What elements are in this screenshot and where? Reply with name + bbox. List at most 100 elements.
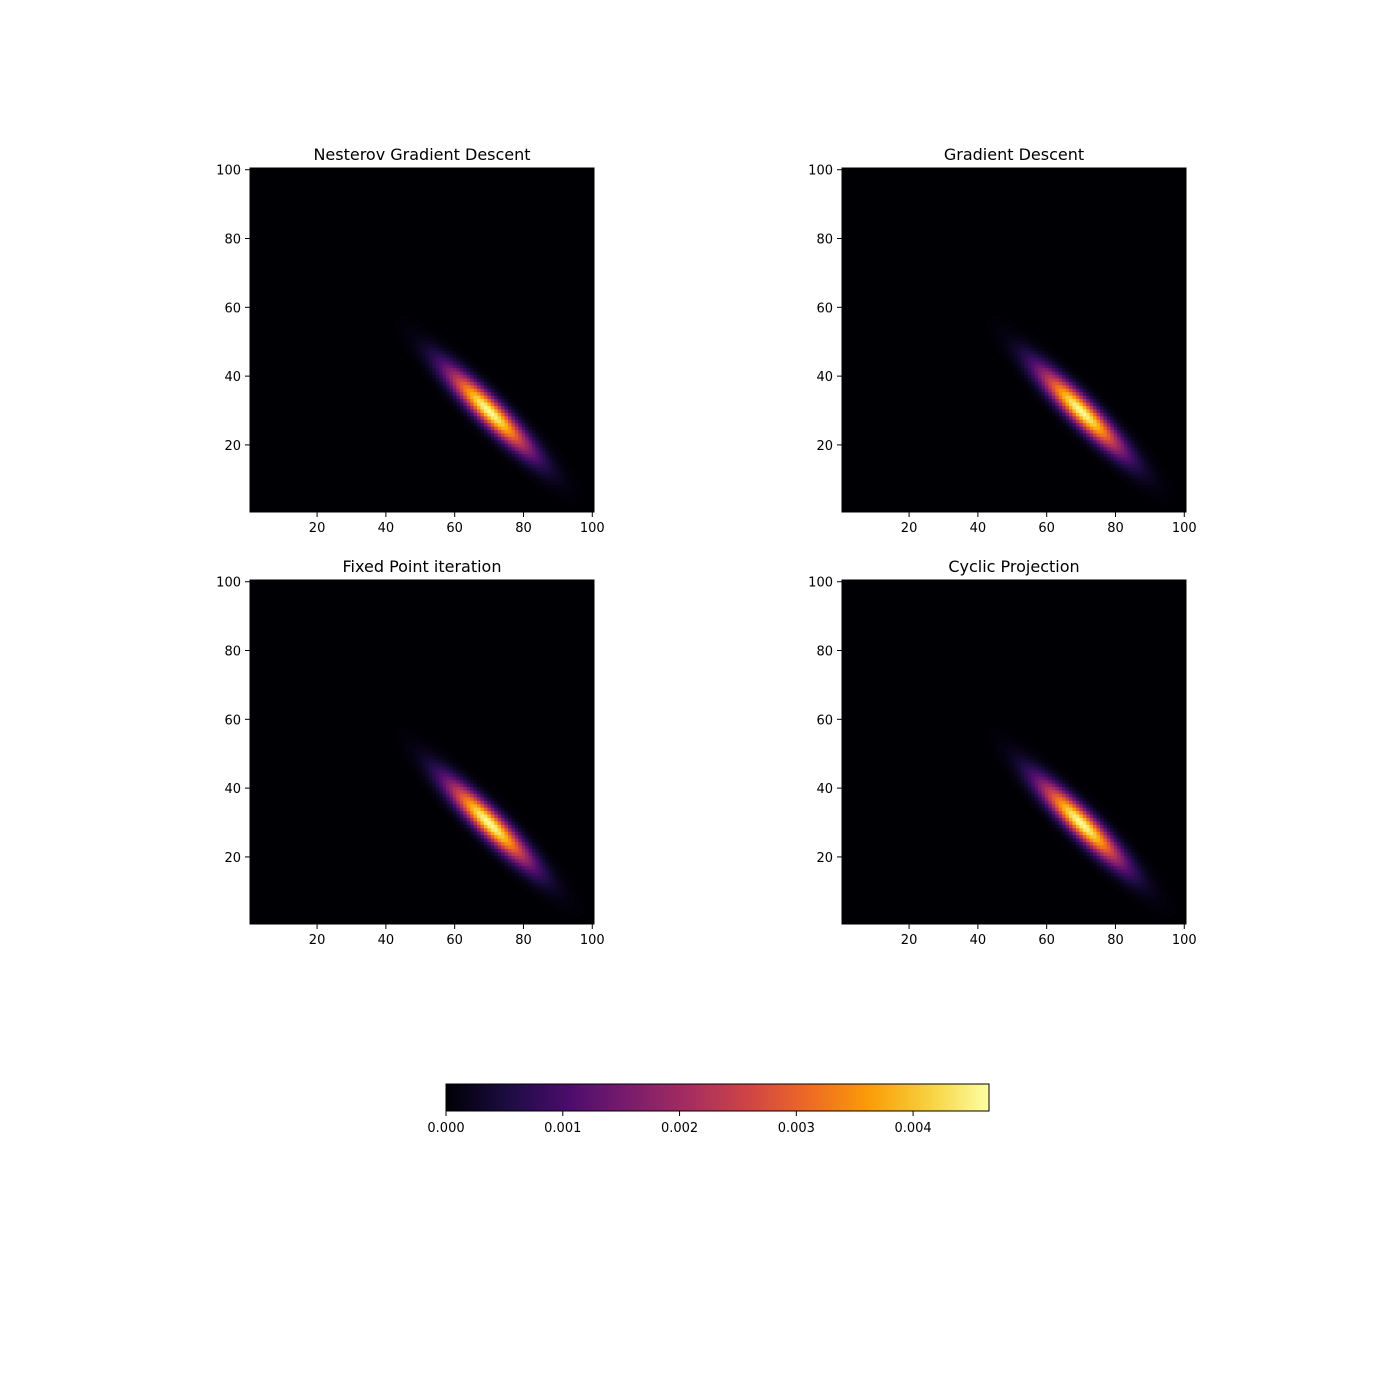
heatmap-cell [532, 872, 537, 877]
heatmap-cell [1110, 439, 1115, 444]
heatmap-cell [1075, 408, 1080, 413]
heatmap-cell [449, 796, 454, 801]
heatmap-cell [521, 405, 526, 410]
heatmap-cell [1044, 813, 1049, 818]
heatmap-cell [1020, 346, 1025, 351]
heatmap-cell [1110, 429, 1115, 434]
heatmap-cell [456, 762, 461, 767]
heatmap-cell [1096, 862, 1101, 867]
heatmap-cell [1031, 340, 1036, 345]
heatmap-cell [1065, 405, 1070, 410]
heatmap-cell [1096, 391, 1101, 396]
heatmap-cell [1100, 398, 1105, 403]
heatmap-cell [518, 453, 523, 458]
heatmap-cell [1003, 762, 1008, 767]
heatmap-cell [1124, 467, 1129, 472]
heatmap-cell [1014, 374, 1019, 379]
heatmap-cell [1120, 865, 1125, 870]
heatmap-cell [1058, 800, 1063, 805]
heatmap-cell [532, 436, 537, 441]
heatmap-cell [1130, 456, 1135, 461]
heatmap-cell [1134, 896, 1139, 901]
heatmap-cell [1086, 838, 1091, 843]
heatmap-cell [442, 398, 447, 403]
heatmap-cell [449, 793, 454, 798]
heatmap-cell [1137, 436, 1142, 441]
heatmap-cell [480, 384, 485, 389]
heatmap-cell [1010, 772, 1015, 777]
heatmap-cell [456, 412, 461, 417]
heatmap-cell [1000, 319, 1005, 324]
heatmap-cell [508, 398, 513, 403]
heatmap-cell [1051, 398, 1056, 403]
heatmap-cell [1014, 779, 1019, 784]
heatmap-cell [559, 470, 564, 475]
heatmap-cell [1020, 367, 1025, 372]
heatmap-cell [532, 858, 537, 863]
heatmap-cell [1031, 800, 1036, 805]
heatmap-cell [1051, 353, 1056, 358]
heatmap-cell [525, 408, 530, 413]
heatmap-cell [1017, 329, 1022, 334]
heatmap-cell [1072, 810, 1077, 815]
heatmap-cell [1086, 848, 1091, 853]
heatmap-cell [1082, 398, 1087, 403]
heatmap-cell [1086, 834, 1091, 839]
heatmap-cell [1151, 487, 1156, 492]
heatmap-cell [1051, 789, 1056, 794]
heatmap-cell [1075, 803, 1080, 808]
heatmap-cell [480, 779, 485, 784]
heatmap-cell [1072, 813, 1077, 818]
heatmap-cell [1041, 807, 1046, 812]
heatmap-cell [1044, 769, 1049, 774]
heatmap-cell [1020, 360, 1025, 365]
heatmap-cell [459, 762, 464, 767]
heatmap-cell [1110, 824, 1115, 829]
heatmap-cell [418, 326, 423, 331]
heatmap-cell [401, 333, 406, 338]
heatmap-cell [528, 470, 533, 475]
heatmap-cell [497, 810, 502, 815]
heatmap-cell [1062, 422, 1067, 427]
heatmap-cell [1120, 851, 1125, 856]
heatmap-cell [1082, 374, 1087, 379]
heatmap-cell [1093, 436, 1098, 441]
heatmap-cell [1075, 851, 1080, 856]
heatmap-cell [1055, 364, 1060, 369]
heatmap-cell [1055, 827, 1060, 832]
heatmap-cell [1086, 443, 1091, 448]
heatmap-cell [1031, 748, 1036, 753]
heatmap-cell [1017, 762, 1022, 767]
heatmap-cell [1100, 851, 1105, 856]
heatmap-cell [1044, 350, 1049, 355]
heatmap-cell [435, 357, 440, 362]
heatmap-cell [442, 346, 447, 351]
heatmap-cell [1106, 838, 1111, 843]
heatmap-cell [446, 343, 451, 348]
heatmap-cell [459, 793, 464, 798]
heatmap-cell [1148, 889, 1153, 894]
heatmap-cell [1158, 481, 1163, 486]
heatmap-cell [401, 315, 406, 320]
heatmap-cell [1113, 432, 1118, 437]
heatmap-cell [1093, 401, 1098, 406]
heatmap-cell [466, 377, 471, 382]
heatmap-cell [1089, 419, 1094, 424]
heatmap-cell [418, 782, 423, 787]
heatmap-cell [1031, 333, 1036, 338]
heatmap-cell [1120, 460, 1125, 465]
heatmap-cell [1034, 377, 1039, 382]
heatmap-cell [1051, 779, 1056, 784]
heatmap-cell [573, 491, 578, 496]
heatmap-cell [1127, 882, 1132, 887]
heatmap-cell [528, 436, 533, 441]
heatmap-cell [518, 868, 523, 873]
heatmap-cell [1051, 813, 1056, 818]
heatmap-cell [1137, 477, 1142, 482]
heatmap-cell [418, 364, 423, 369]
heatmap-cell [573, 899, 578, 904]
heatmap-cell [514, 453, 519, 458]
heatmap-cell [1075, 796, 1080, 801]
heatmap-cell [456, 810, 461, 815]
heatmap-cell [1141, 875, 1146, 880]
